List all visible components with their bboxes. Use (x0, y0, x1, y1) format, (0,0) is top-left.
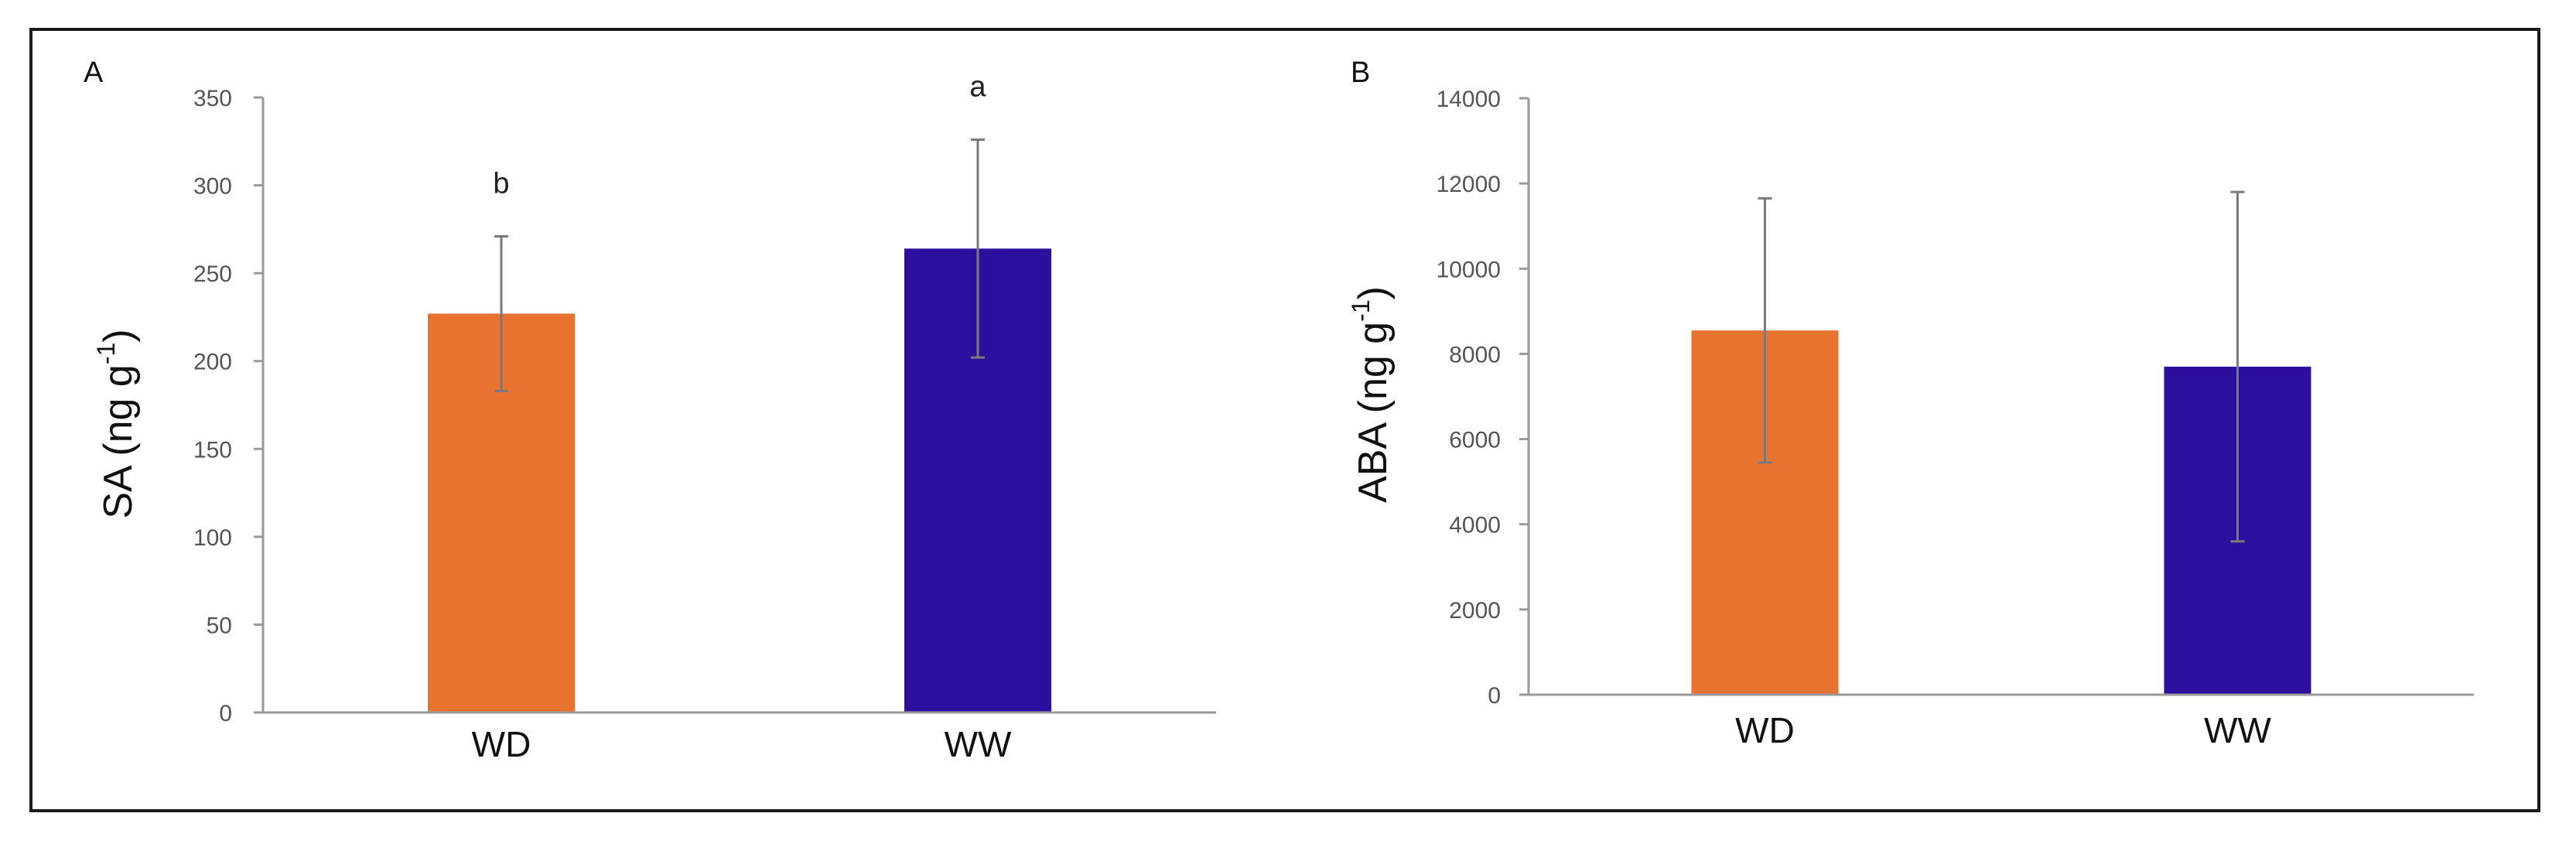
panel-label-b: B (1351, 56, 1370, 89)
y-tick-label: 4000 (1449, 513, 1501, 538)
panel-label-a: A (84, 56, 104, 89)
y-tick-label: 10000 (1437, 257, 1501, 282)
y-tick-label: 200 (193, 350, 232, 375)
y-axis-label-aba: ABA (ng g-1) (1347, 286, 1396, 503)
y-axis-label-sa: SA (ng g-1) (92, 329, 141, 518)
x-category-label: WW (2204, 710, 2271, 750)
y-tick-label: 300 (193, 174, 232, 200)
y-tick-label: 250 (193, 261, 232, 287)
chart-panel-sa: A SA (ng g-1) 0 50 100 150 200 250 300 350 WD b WW… (84, 56, 1216, 764)
y-tick-label: 0 (219, 701, 232, 726)
x-category-label: WD (1735, 710, 1795, 750)
chart-panel-aba: B ABA (ng g-1) 0 2000 4000 6000 8000 10000 120… (1347, 56, 2474, 750)
x-category-label: WW (945, 724, 1012, 764)
y-tick-label: 8000 (1449, 342, 1501, 367)
y-tick-label: 14000 (1437, 87, 1501, 112)
y-tick-label: 12000 (1437, 172, 1501, 197)
y-tick-label: 100 (193, 525, 232, 551)
significance-letter: a (969, 71, 986, 104)
x-category-label: WD (472, 724, 531, 764)
y-tick-label: 6000 (1449, 428, 1501, 453)
y-tick-label: 0 (1488, 683, 1501, 709)
y-tick-label: 50 (207, 613, 232, 638)
y-tick-label: 150 (193, 437, 232, 463)
y-tick-label: 2000 (1449, 598, 1501, 624)
significance-letter: b (493, 167, 509, 200)
y-tick-label: 350 (193, 86, 232, 111)
